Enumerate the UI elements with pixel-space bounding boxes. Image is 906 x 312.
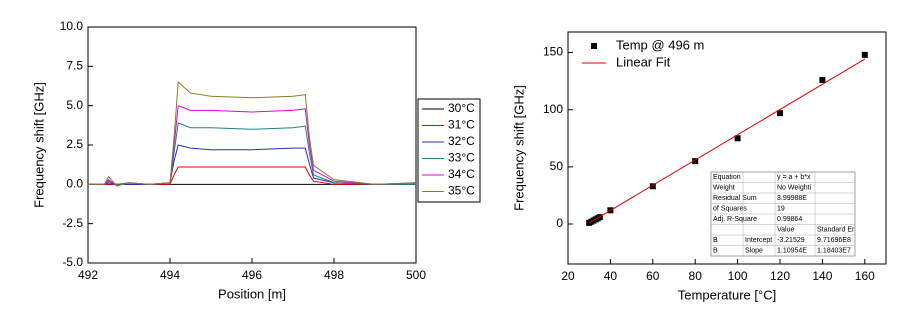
data-point	[777, 110, 783, 117]
inset-cell: -3.21529	[777, 237, 805, 244]
x-tick-label: 494	[160, 268, 180, 282]
y-tick-label: 5.0	[66, 98, 83, 112]
y-tick-label: 0.0	[66, 177, 83, 191]
data-line	[88, 104, 417, 187]
x-tick-label: 496	[242, 268, 262, 282]
y-tick-label: 7.5	[66, 59, 83, 73]
x-tick-label: 498	[324, 268, 344, 282]
fit-line	[588, 58, 866, 224]
inset-cell: 19	[777, 206, 785, 213]
inset-cell: 1.18403E7	[817, 248, 851, 255]
y-tick-label: -5.0	[62, 255, 83, 269]
inset-cell: of Squares	[713, 206, 747, 213]
data-point	[819, 77, 826, 83]
y-tick-label: 100	[543, 102, 563, 116]
inset-cell: Weight	[713, 185, 735, 192]
y-tick-label: 150	[543, 45, 563, 59]
legend-label: 31°C	[448, 118, 475, 132]
inset-cell: 3.99988E	[777, 195, 807, 202]
x-tick-label: 492	[78, 268, 98, 282]
legend-label: 32°C	[448, 134, 475, 148]
data-point	[861, 51, 868, 58]
inset-cell: Value	[777, 227, 794, 234]
inset-cell: 1.10954E	[777, 248, 807, 255]
legend-label: 35°C	[448, 184, 475, 198]
x-tick-label: 60	[646, 269, 660, 283]
inset-cell: Equation	[713, 174, 741, 181]
x-tick-label: 100	[728, 269, 748, 283]
data-line	[88, 81, 417, 187]
x-tick-label: 140	[812, 269, 832, 283]
inset-cell: Intercept	[745, 237, 772, 244]
inset-cell: Standard Er	[817, 227, 855, 234]
legend-label: 30°C	[448, 101, 475, 115]
y-tick-label: 2.5	[66, 137, 83, 151]
inset-cell: 9.71696E8	[817, 237, 851, 244]
y-tick-label: 0	[556, 216, 563, 230]
data-point	[692, 158, 699, 165]
legend-box	[417, 98, 481, 203]
legend-label: 33°C	[448, 151, 475, 165]
data-line	[88, 122, 416, 185]
legend-label: 34°C	[448, 167, 475, 181]
x-tick-label: 500	[406, 268, 426, 282]
y-tick-label: -2.5	[62, 216, 83, 230]
x-axis-label: Position [m]	[218, 286, 286, 301]
x-tick-label: 120	[770, 269, 790, 283]
plot-frame	[567, 31, 887, 265]
inset-cell: No Weighti	[777, 185, 812, 192]
y-axis-label: Frequency shift [GHz]	[31, 82, 46, 208]
legend-label: Temp @ 496 m	[616, 37, 704, 52]
x-tick-label: 80	[689, 269, 703, 283]
inset-cell: Residual Sum	[713, 195, 757, 202]
inset-cell: Slope	[745, 248, 763, 255]
inset-cell: y = a + b*x	[777, 174, 811, 181]
data-point	[734, 135, 741, 142]
plot-frame	[87, 26, 417, 264]
legend-label: Linear Fit	[616, 54, 671, 69]
y-tick-label: 50	[550, 159, 564, 173]
y-tick-label: 10.0	[60, 19, 84, 33]
x-axis-label: Temperature [°C]	[678, 287, 776, 302]
data-point	[649, 183, 656, 190]
legend-swatch	[591, 43, 597, 49]
x-tick-label: 20	[561, 269, 575, 283]
inset-cell: 0.99864	[777, 216, 802, 223]
data-line	[88, 166, 416, 185]
inset-cell: B	[713, 237, 718, 244]
x-tick-label: 160	[855, 269, 875, 283]
data-line	[88, 144, 416, 185]
x-tick-label: 40	[604, 269, 618, 283]
inset-cell: B	[713, 248, 718, 255]
y-axis-label: Frequency shift [GHz]	[511, 85, 526, 211]
inset-cell: Adj. R-Square	[713, 216, 757, 223]
